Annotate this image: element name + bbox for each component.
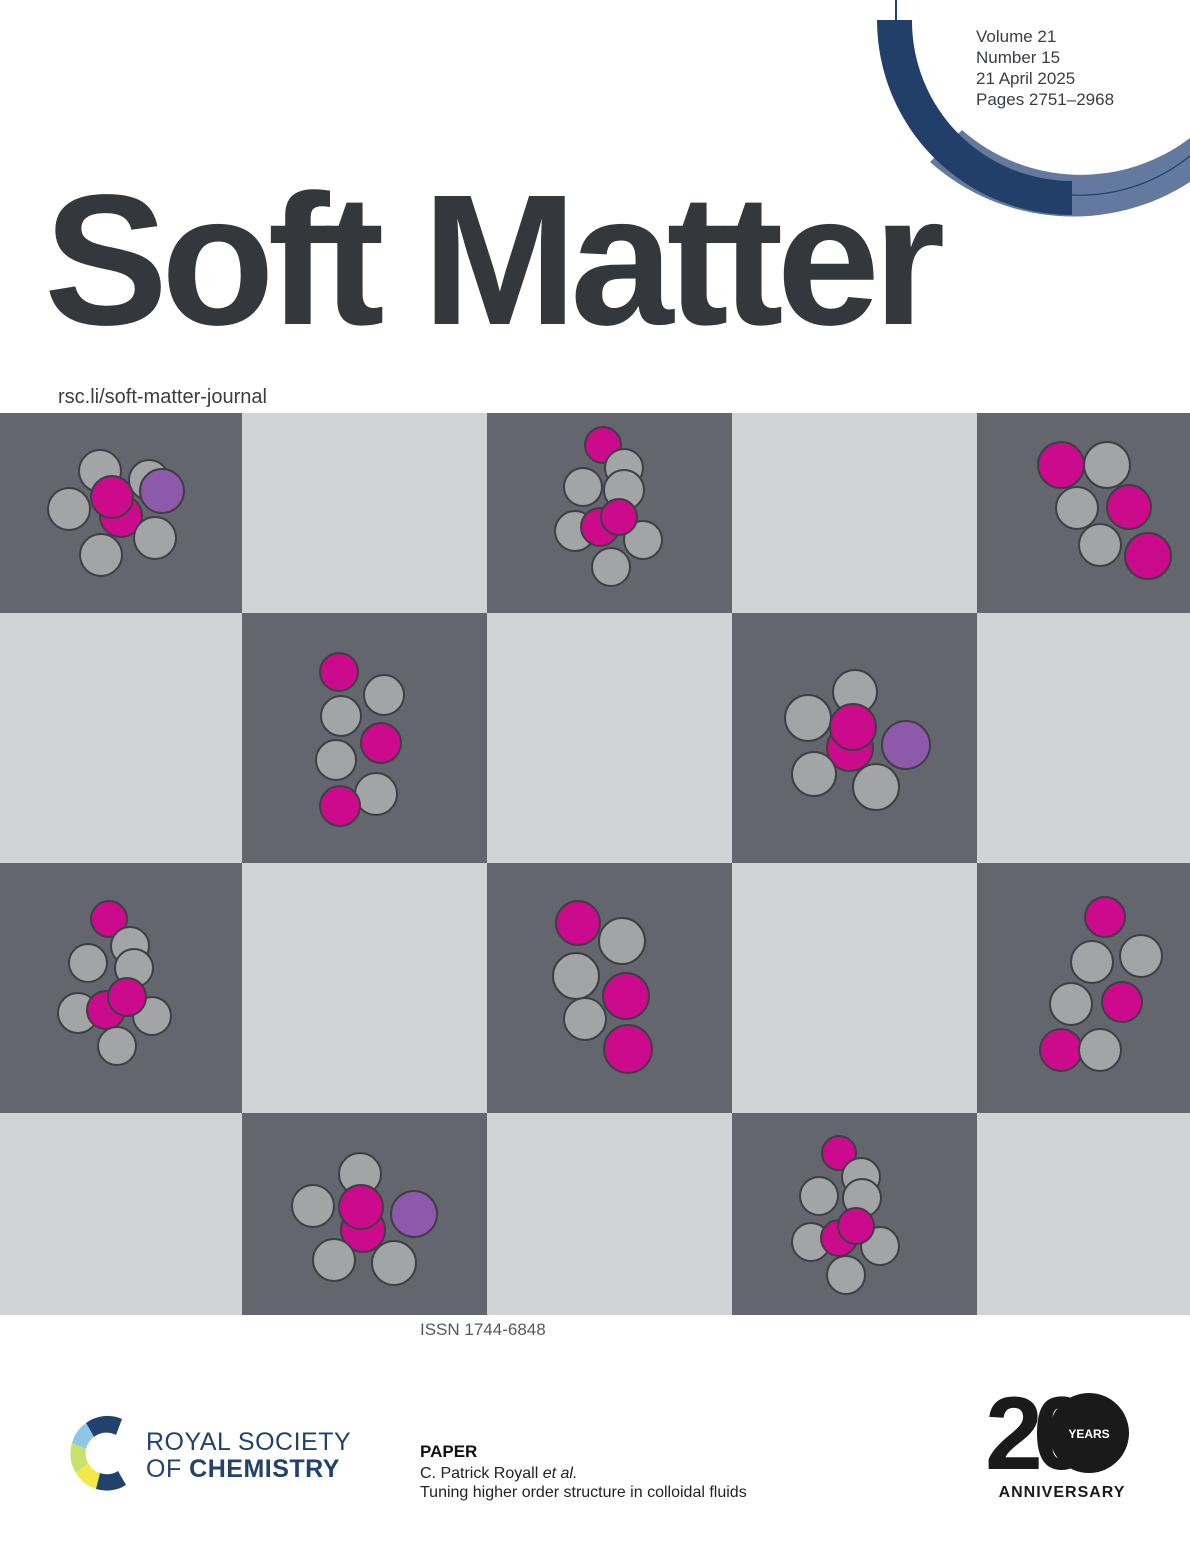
- cluster-9: [291, 1152, 438, 1286]
- cluster-10: [791, 1135, 900, 1295]
- issue-info: Volume 21 Number 15 21 April 2025 Pages …: [976, 26, 1114, 110]
- paper-title: Tuning higher order structure in colloid…: [420, 1484, 747, 1501]
- issue-date: 21 April 2025: [976, 69, 1076, 88]
- anniversary-word: ANNIVERSARY: [999, 1484, 1126, 1501]
- cluster-5: [784, 669, 931, 811]
- cluster-4: [315, 652, 405, 827]
- issue-volume: Volume 21: [976, 27, 1057, 46]
- publisher-name-line2: OF CHEMISTRY: [146, 1455, 340, 1483]
- decorative-arcs: [877, 0, 1190, 217]
- issn: ISSN 1744-6848: [420, 1320, 546, 1339]
- anniversary-logo: 20 YEARS ANNIVERSARY: [985, 1383, 1129, 1501]
- journal-url[interactable]: rsc.li/soft-matter-journal: [58, 386, 267, 408]
- paper-label: PAPER: [420, 1442, 478, 1461]
- cover-illustration: [0, 413, 1190, 1315]
- cluster-3: [1037, 441, 1172, 580]
- checkerboard-grid: [0, 413, 1190, 1315]
- issue-pages: Pages 2751–2968: [976, 90, 1115, 109]
- journal-title: Soft Matter: [44, 157, 945, 364]
- cluster-2: [554, 426, 663, 587]
- cluster-6: [57, 900, 172, 1066]
- cluster-8: [1039, 896, 1163, 1072]
- cluster-7: [552, 900, 653, 1074]
- publisher-name-line1: ROYAL SOCIETY: [146, 1428, 352, 1456]
- rsc-logo-icon: [70, 1415, 126, 1491]
- paper-authors: C. Patrick Royall et al.: [420, 1465, 578, 1482]
- issue-number: Number 15: [976, 48, 1061, 67]
- cluster-1: [47, 449, 185, 577]
- anniversary-years: YEARS: [1068, 1427, 1109, 1441]
